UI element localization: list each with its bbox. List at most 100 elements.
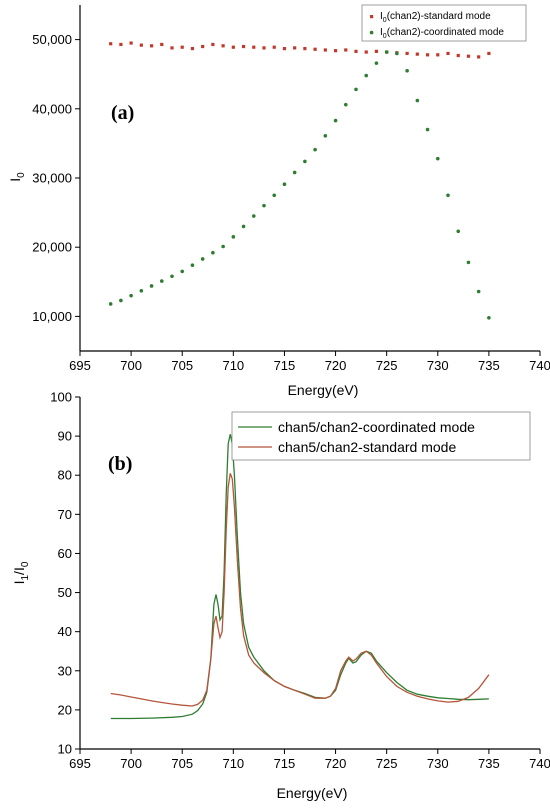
legend-box xyxy=(231,411,531,461)
data-point-standard xyxy=(344,48,348,52)
data-point-standard xyxy=(109,42,113,46)
legend-box xyxy=(361,4,527,42)
series-line-standard xyxy=(110,473,490,707)
x-tick-label: 705 xyxy=(171,358,193,373)
data-point-standard xyxy=(487,51,491,56)
data-point-coordinated xyxy=(190,263,195,267)
data-point-coordinated xyxy=(415,98,420,103)
panel-b-label: (b) xyxy=(108,453,132,475)
x-tick-label: 710 xyxy=(222,756,244,771)
y-tick-label: 30,000 xyxy=(32,171,72,186)
data-point-coordinated xyxy=(221,244,225,249)
data-point-standard xyxy=(477,55,481,59)
panel-a-legend: I0(chan2)-standard mode I0(chan2)-coordin… xyxy=(361,4,527,42)
x-tick-label: 715 xyxy=(274,756,296,771)
data-point-standard xyxy=(231,45,235,49)
data-point-coordinated xyxy=(323,133,328,138)
legend-entry: I0(chan2)-coordinated mode xyxy=(380,27,504,40)
data-point-coordinated xyxy=(149,284,154,288)
data-point-coordinated xyxy=(456,229,461,234)
data-point-standard xyxy=(180,45,184,49)
y-tick-label: 20 xyxy=(58,702,72,717)
data-point-standard xyxy=(354,49,358,53)
x-tick-label: 695 xyxy=(69,756,91,771)
data-point-standard xyxy=(333,49,338,53)
data-point-coordinated xyxy=(241,224,246,229)
panel-a-x-axis-title: Energy(eV) xyxy=(288,382,359,398)
data-point-coordinated xyxy=(231,235,236,239)
data-point-standard xyxy=(364,50,368,54)
data-point-coordinated xyxy=(303,159,307,164)
x-tick-label: 730 xyxy=(427,358,449,373)
data-point-coordinated xyxy=(170,274,174,279)
data-point-standard xyxy=(221,44,225,48)
x-tick-label: 730 xyxy=(427,756,449,771)
y-tick-label: 40,000 xyxy=(32,101,72,116)
data-point-coordinated xyxy=(313,147,317,152)
data-point-coordinated xyxy=(159,279,164,283)
data-point-standard xyxy=(466,54,471,58)
data-point-coordinated xyxy=(354,87,358,92)
panel-b-chart: 695 700 705 710 715 720 725 730 735 740 10 20 30 40 50… xyxy=(11,390,550,802)
x-tick-label: 735 xyxy=(478,756,500,771)
data-point-standard xyxy=(149,44,154,48)
data-point-coordinated xyxy=(292,170,297,175)
data-point-standard xyxy=(241,44,246,49)
data-point-coordinated xyxy=(374,61,379,65)
panel-a-y-axis-title: I0 xyxy=(7,172,27,182)
data-point-standard xyxy=(313,47,317,51)
legend-marker xyxy=(370,15,374,19)
data-point-standard xyxy=(374,49,379,53)
panel-b-legend: chan5/chan2-coordinated mode chan5/chan2-… xyxy=(231,411,531,461)
legend-marker xyxy=(369,30,374,35)
data-point-standard xyxy=(282,46,287,51)
data-point-coordinated xyxy=(343,102,348,107)
data-point-standard xyxy=(446,51,450,56)
data-point-coordinated xyxy=(333,118,338,123)
legend-entry: chan5/chan2-coordinated mode xyxy=(278,419,475,435)
panel-a-chart: 695 700 705 710 715 720 725 730 735 740 10,000 20,0… xyxy=(7,4,550,398)
data-point-coordinated xyxy=(211,250,215,255)
data-point-standard xyxy=(139,43,143,47)
data-point-coordinated xyxy=(282,182,287,187)
data-point-coordinated xyxy=(251,214,256,218)
y-tick-label: 20,000 xyxy=(32,240,72,255)
panel-b-y-axis-title: I1/I0 xyxy=(11,561,31,584)
data-point-standard xyxy=(252,45,256,49)
y-tick-label: 40 xyxy=(58,624,72,639)
data-point-standard xyxy=(323,48,327,52)
x-tick-label: 710 xyxy=(222,358,244,373)
y-tick-label: 90 xyxy=(58,429,72,444)
data-point-coordinated xyxy=(384,50,389,54)
data-point-standard xyxy=(425,53,430,57)
data-point-standard xyxy=(160,42,164,47)
data-point-coordinated xyxy=(364,73,369,78)
x-tick-label: 740 xyxy=(529,756,550,771)
data-point-coordinated xyxy=(262,203,266,208)
data-point-coordinated xyxy=(425,127,430,132)
data-point-coordinated xyxy=(139,288,144,293)
data-point-standard xyxy=(190,46,195,51)
data-point-standard xyxy=(456,53,460,58)
x-tick-label: 695 xyxy=(69,358,91,373)
data-point-standard xyxy=(170,46,174,50)
x-tick-label: 740 xyxy=(529,358,550,373)
data-point-standard xyxy=(119,42,123,47)
y-tick-label: 30 xyxy=(58,663,72,678)
data-point-coordinated xyxy=(200,257,205,261)
y-tick-label: 60 xyxy=(58,546,72,561)
x-tick-label: 700 xyxy=(120,756,142,771)
y-tick-label: 100 xyxy=(50,390,72,405)
data-point-standard xyxy=(436,53,440,57)
data-point-coordinated xyxy=(435,156,440,161)
y-tick-label: 50,000 xyxy=(32,32,72,47)
x-tick-label: 725 xyxy=(376,756,398,771)
data-point-coordinated xyxy=(129,293,133,298)
data-point-coordinated xyxy=(180,269,185,274)
y-tick-label: 50 xyxy=(58,585,72,600)
x-tick-label: 715 xyxy=(274,358,296,373)
panel-a-label: (a) xyxy=(111,102,134,124)
data-point-standard xyxy=(293,46,297,50)
y-tick-label: 70 xyxy=(58,507,72,522)
